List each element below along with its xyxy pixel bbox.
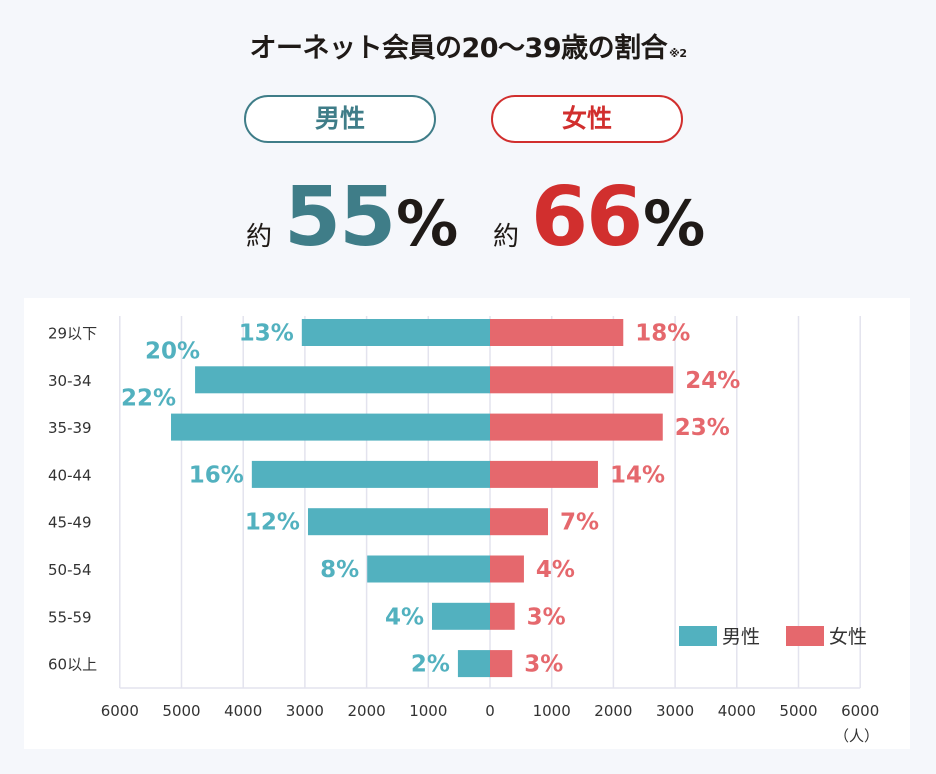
bar-male <box>307 508 490 536</box>
male-ratio-unit: % <box>396 187 459 260</box>
male-ratio: 約 55 % <box>246 170 459 265</box>
x-tick-label: 2000 <box>348 702 386 720</box>
x-tick-label: 5000 <box>779 702 817 720</box>
x-tick-label: 5000 <box>162 702 200 720</box>
male-approx-prefix: 約 <box>246 222 273 252</box>
female-approx-prefix: 約 <box>493 222 520 252</box>
chart-panel: 29以下 30-34 35-39 40-44 45-49 50-54 55-59 60以上 1… <box>24 298 910 749</box>
value-label-female: 3% <box>524 652 563 678</box>
bar-female <box>490 555 524 583</box>
value-label-female: 4% <box>536 557 575 583</box>
value-label-male: 13% <box>239 321 294 347</box>
bar-female <box>490 650 513 678</box>
value-label-female: 18% <box>635 321 690 347</box>
x-tick-label: 3000 <box>286 702 324 720</box>
female-ratio: 約 66 % <box>493 170 706 265</box>
category-label: 60以上 <box>48 656 97 674</box>
bar-male <box>367 555 490 583</box>
value-label-female: 24% <box>685 368 740 394</box>
legend-swatch-female <box>786 626 824 646</box>
bars <box>171 319 674 678</box>
population-pyramid-chart: 29以下 30-34 35-39 40-44 45-49 50-54 55-59 60以上 1… <box>48 316 880 745</box>
footnote-mark: ※2 <box>669 47 687 60</box>
value-label-female: 14% <box>610 462 665 488</box>
x-tick-label: 4000 <box>224 702 262 720</box>
value-label-male: 12% <box>245 510 300 536</box>
value-labels: 13% 18% 20% 24% 22% 23% 16% 14% 12% 7% 8% 4% 4% 3% 2% 3… <box>121 321 740 678</box>
value-label-female: 23% <box>675 415 730 441</box>
bar-male <box>251 460 490 488</box>
value-label-female: 7% <box>560 510 599 536</box>
bar-female <box>490 366 674 394</box>
bar-male <box>457 650 490 678</box>
value-label-male: 20% <box>145 338 200 364</box>
value-label-male: 2% <box>411 652 450 678</box>
bar-female <box>490 508 548 536</box>
female-ratio-value: 66 <box>531 170 643 265</box>
bar-female <box>490 602 515 630</box>
value-label-male: 22% <box>121 386 176 412</box>
category-label: 55-59 <box>48 608 92 626</box>
x-tick-label: 1000 <box>409 702 447 720</box>
female-ratio-unit: % <box>643 187 706 260</box>
x-tick-label: 2000 <box>594 702 632 720</box>
category-label: 30-34 <box>48 372 92 390</box>
x-tick-label: 4000 <box>718 702 756 720</box>
bar-male <box>432 602 490 630</box>
legend-label-female: 女性 <box>829 626 867 648</box>
category-label: 50-54 <box>48 561 92 579</box>
category-labels: 29以下 30-34 35-39 40-44 45-49 50-54 55-59 60以上 <box>48 325 97 674</box>
legend-swatch-male <box>679 626 717 646</box>
category-label: 29以下 <box>48 325 97 343</box>
chart-title: オーネット会員の20〜39歳の割合 ※2 <box>0 26 936 65</box>
value-label-male: 4% <box>385 604 424 630</box>
value-label-male: 16% <box>189 462 244 488</box>
male-ratio-value: 55 <box>284 170 396 265</box>
x-tick-label: 3000 <box>656 702 694 720</box>
legend: 男性 女性 <box>679 626 867 648</box>
category-label: 40-44 <box>48 466 92 484</box>
female-label-pill: 女性 <box>491 95 683 143</box>
title-text: オーネット会員の20〜39歳の割合 <box>249 33 668 64</box>
category-label: 45-49 <box>48 514 92 532</box>
bar-female <box>490 413 663 441</box>
bar-male <box>301 319 490 346</box>
bar-male <box>171 413 491 441</box>
x-tick-label: 6000 <box>101 702 139 720</box>
x-tick-label: 0 <box>485 702 495 720</box>
bar-female <box>490 460 598 488</box>
value-label-female: 3% <box>527 604 566 630</box>
x-tick-labels: 6000 5000 4000 3000 2000 1000 0 1000 2000 3000 400… <box>101 702 880 720</box>
x-tick-label: 1000 <box>533 702 571 720</box>
legend-label-male: 男性 <box>722 626 760 648</box>
bar-male <box>195 366 490 394</box>
x-tick-label: 6000 <box>841 702 879 720</box>
male-label-pill: 男性 <box>244 95 436 143</box>
value-label-male: 8% <box>320 557 359 583</box>
category-label: 35-39 <box>48 419 92 437</box>
x-axis-unit: （人） <box>834 727 879 745</box>
bar-female <box>490 319 624 346</box>
